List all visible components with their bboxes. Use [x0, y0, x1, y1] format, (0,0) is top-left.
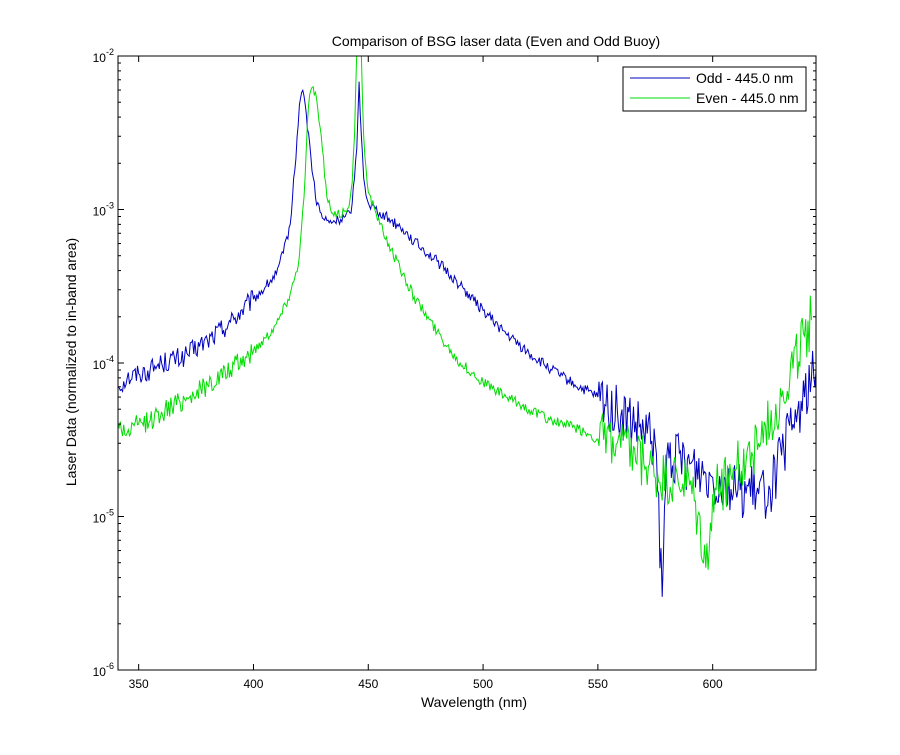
x-tick-label: 450: [358, 677, 378, 691]
y-axis-label: Laser Data (normalized to in-band area): [63, 238, 79, 486]
y-tick-label: 10-6: [93, 661, 114, 679]
series-layer: [118, 56, 816, 597]
x-tick-label: 500: [473, 677, 493, 691]
x-tick-label: 550: [588, 677, 608, 691]
series-line-1: [118, 56, 812, 570]
legend-box: [622, 66, 807, 112]
x-tick-label: 600: [703, 677, 723, 691]
y-tick-label: 10-2: [93, 47, 114, 65]
tick-layer: 350 400 450 500 550 600 10-6 10-5 10-4 10-3 10-2: [93, 47, 816, 691]
y-tick-label: 10-4: [93, 354, 114, 372]
x-axis-label: Wavelength (nm): [421, 694, 527, 710]
chart-title: Comparison of BSG laser data (Even and O…: [332, 33, 660, 49]
y-tick-label: 10-3: [93, 201, 114, 219]
plot-background: [118, 56, 816, 670]
x-tick-label: 350: [129, 677, 149, 691]
legend-label-even: Even - 445.0 nm: [696, 90, 799, 106]
y-tick-label: 10-5: [93, 508, 114, 526]
x-tick-label: 400: [243, 677, 263, 691]
series-line-0: [118, 81, 816, 597]
legend-label-odd: Odd - 445.0 nm: [696, 70, 793, 86]
legend: Odd - 445.0 nm Even - 445.0 nm: [622, 66, 807, 112]
